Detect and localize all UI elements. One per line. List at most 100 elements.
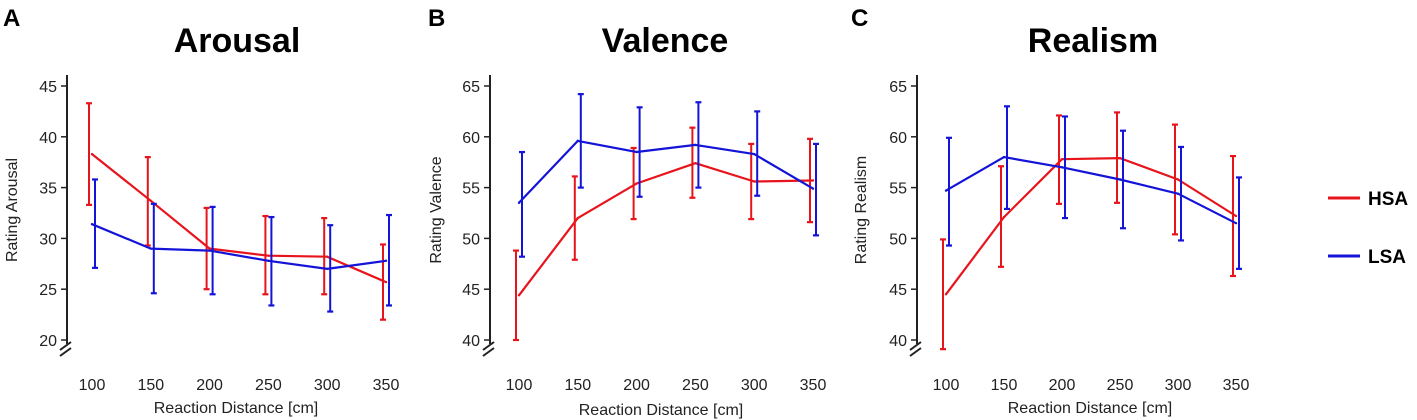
- y-tick-label-realism-65: 65: [889, 79, 907, 96]
- data-point-arousal-lsa-150: [149, 247, 152, 250]
- x-tick-label-realism-100: 100: [933, 377, 960, 394]
- series-line-valence-lsa: [518, 139, 814, 204]
- series-line-valence-hsa: [518, 162, 814, 296]
- y-tick-label-arousal-25: 25: [39, 282, 57, 299]
- data-point-valence-lsa-250: [694, 143, 697, 147]
- x-axis-label-valence: Reaction Distance [cm]: [579, 402, 744, 419]
- data-point-realism-hsa-150: [1002, 215, 1006, 219]
- series-line-arousal-hsa: [91, 153, 387, 284]
- data-point-arousal-lsa-300: [326, 267, 329, 271]
- x-tick-label-realism-250: 250: [1107, 377, 1134, 394]
- data-point-realism-hsa-200: [1060, 157, 1064, 161]
- x-tick-label-valence-100: 100: [506, 377, 533, 394]
- data-point-valence-lsa-300: [753, 152, 756, 156]
- data-point-arousal-lsa-100: [90, 222, 94, 226]
- data-point-arousal-lsa-250: [267, 259, 270, 262]
- data-point-valence-hsa-200: [635, 182, 638, 185]
- panel-a: A Arousal Rating Arousal Reaction Distan…: [3, 5, 399, 417]
- y-tick-label-arousal-30: 30: [39, 231, 57, 248]
- data-point-valence-hsa-150: [576, 216, 579, 220]
- x-tick-label-arousal-300: 300: [314, 377, 341, 394]
- x-tick-label-valence-300: 300: [741, 377, 768, 394]
- x-tick-label-arousal-100: 100: [79, 377, 106, 394]
- data-point-arousal-lsa-200: [208, 249, 211, 252]
- axis-break-mark-upper-valence: [482, 341, 495, 351]
- data-point-realism-hsa-350: [1234, 214, 1238, 218]
- data-point-arousal-lsa-350: [384, 259, 388, 262]
- series-line-realism-lsa: [945, 156, 1237, 225]
- y-tick-label-valence-65: 65: [462, 79, 480, 96]
- legend: HSA LSA: [1328, 189, 1408, 268]
- axis-break-mark-lower-realism: [909, 347, 922, 357]
- y-tick-label-realism-50: 50: [889, 231, 907, 248]
- x-tick-label-valence-200: 200: [623, 377, 650, 394]
- y-tick-label-realism-60: 60: [889, 130, 907, 147]
- y-tick-label-valence-40: 40: [462, 333, 480, 350]
- y-axis-label-arousal: Rating Arousal: [4, 158, 21, 262]
- x-axis-label-realism: Reaction Distance [cm]: [1008, 400, 1173, 417]
- y-tick-label-arousal-20: 20: [39, 333, 57, 350]
- x-tick-label-realism-300: 300: [1165, 377, 1192, 394]
- chart-title-arousal: Arousal: [174, 22, 301, 60]
- data-point-arousal-hsa-200: [208, 247, 211, 250]
- x-tick-label-realism-350: 350: [1223, 377, 1250, 394]
- x-tick-label-arousal-150: 150: [137, 377, 164, 394]
- x-tick-label-valence-150: 150: [564, 377, 591, 394]
- y-axis-label-realism: Rating Realism: [853, 156, 870, 264]
- y-axis-label-valence: Rating Valence: [428, 156, 445, 263]
- data-point-realism-lsa-100: [944, 189, 948, 192]
- legend-label-hsa: HSA: [1368, 189, 1408, 210]
- data-point-arousal-hsa-350: [384, 280, 388, 284]
- x-tick-label-arousal-350: 350: [373, 377, 400, 394]
- y-tick-label-arousal-40: 40: [39, 130, 57, 147]
- legend-label-lsa: LSA: [1368, 247, 1406, 268]
- data-point-realism-lsa-150: [1002, 155, 1006, 159]
- panel-b: B Valence Rating Valence Reaction Distan…: [428, 5, 826, 419]
- axis-break-mark-upper-realism: [909, 341, 922, 351]
- data-point-valence-hsa-300: [753, 180, 756, 183]
- chart-title-valence: Valence: [602, 22, 729, 60]
- data-point-valence-hsa-100: [517, 294, 521, 297]
- panel-letter-a: A: [3, 5, 20, 32]
- chart-title-realism: Realism: [1028, 22, 1158, 60]
- x-tick-label-valence-350: 350: [800, 377, 827, 394]
- plot-area-arousal: 20 25 30 35 40 45 100 150 200 250 300 350: [39, 75, 399, 394]
- x-tick-label-realism-150: 150: [991, 377, 1018, 394]
- data-point-valence-lsa-100: [517, 201, 521, 205]
- x-axis-label-arousal: Reaction Distance [cm]: [154, 400, 319, 417]
- data-point-arousal-hsa-300: [326, 255, 329, 258]
- series-line-realism-hsa: [945, 157, 1237, 295]
- y-tick-label-valence-50: 50: [462, 231, 480, 248]
- axis-break-mark-lower-arousal: [59, 347, 72, 357]
- x-tick-label-arousal-200: 200: [196, 377, 223, 394]
- x-tick-label-arousal-250: 250: [255, 377, 282, 394]
- data-point-realism-lsa-350: [1234, 221, 1238, 225]
- data-point-realism-hsa-300: [1176, 178, 1180, 181]
- plot-area-realism: 40 45 50 55 60 65 100 150 200 250 300 350: [889, 75, 1249, 394]
- data-point-realism-hsa-100: [944, 293, 948, 296]
- axis-break-mark-upper-arousal: [59, 341, 72, 351]
- axis-break-mark-lower-valence: [482, 347, 495, 357]
- y-tick-label-valence-60: 60: [462, 130, 480, 147]
- data-point-realism-hsa-250: [1118, 156, 1122, 160]
- y-tick-label-arousal-45: 45: [39, 79, 57, 96]
- panel-c: C Realism Rating Realism Reaction Distan…: [851, 5, 1249, 417]
- plot-area-valence: 40 45 50 55 60 65 100 150 200 250 300 350: [462, 75, 826, 394]
- series-line-arousal-lsa: [91, 223, 387, 270]
- data-point-realism-lsa-250: [1118, 178, 1122, 181]
- y-tick-label-realism-40: 40: [889, 333, 907, 350]
- y-tick-label-valence-45: 45: [462, 282, 480, 299]
- data-point-realism-lsa-300: [1176, 192, 1180, 195]
- data-point-realism-lsa-200: [1060, 166, 1064, 169]
- data-point-valence-lsa-350: [811, 187, 815, 190]
- data-point-valence-lsa-200: [635, 150, 638, 154]
- data-point-valence-hsa-350: [811, 179, 815, 182]
- y-tick-label-valence-55: 55: [462, 181, 480, 198]
- x-tick-label-realism-200: 200: [1049, 377, 1076, 394]
- y-tick-label-realism-45: 45: [889, 282, 907, 299]
- panel-letter-b: B: [428, 5, 445, 32]
- y-tick-label-arousal-35: 35: [39, 181, 57, 198]
- data-point-arousal-hsa-150: [149, 199, 152, 203]
- data-point-arousal-hsa-100: [90, 152, 94, 156]
